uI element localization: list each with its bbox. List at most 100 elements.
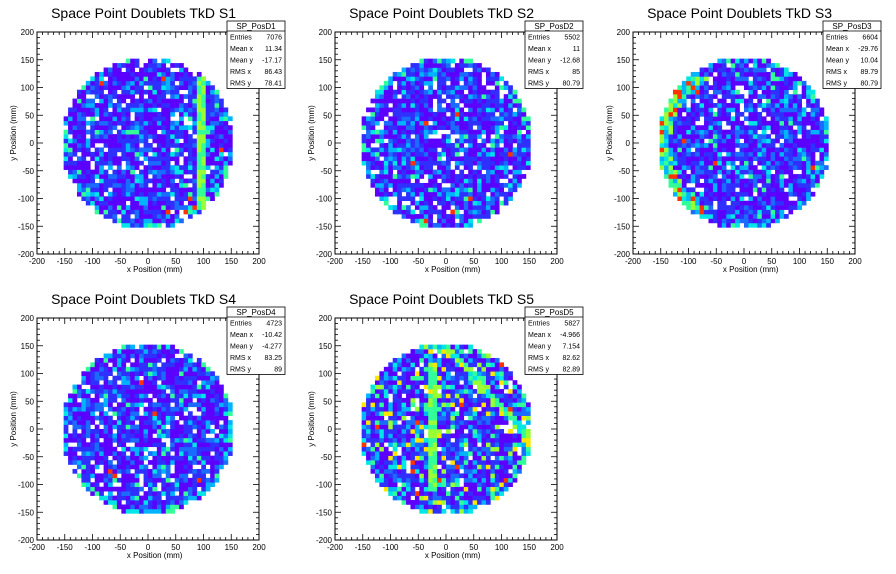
heatmap-cell bbox=[165, 344, 171, 350]
heatmap-cell bbox=[165, 468, 171, 474]
heatmap-cell bbox=[446, 222, 451, 228]
heatmap-cell bbox=[156, 205, 162, 210]
heatmap-cell bbox=[797, 191, 803, 197]
heatmap-cell bbox=[717, 98, 723, 104]
heatmap-cell bbox=[761, 138, 767, 144]
heatmap-cell bbox=[201, 191, 207, 197]
heatmap-cell bbox=[712, 178, 718, 184]
heatmap-cell bbox=[463, 218, 469, 224]
heatmap-cell bbox=[735, 76, 740, 82]
heatmap-cell bbox=[699, 182, 705, 188]
heatmap-cell bbox=[788, 147, 794, 153]
heatmap-cell bbox=[68, 420, 73, 425]
heatmap-cell bbox=[437, 143, 442, 148]
heatmap-cell bbox=[161, 371, 167, 377]
heatmap-cell bbox=[165, 191, 171, 197]
heatmap-cell bbox=[788, 200, 794, 206]
heatmap-cell bbox=[757, 205, 763, 210]
heatmap-cell bbox=[103, 174, 109, 179]
heatmap-cell bbox=[748, 182, 754, 188]
heatmap-cell bbox=[196, 491, 202, 496]
heatmap-cell bbox=[397, 151, 402, 157]
heatmap-cell bbox=[775, 129, 780, 135]
heatmap-cell bbox=[810, 125, 816, 130]
heatmap-cell bbox=[174, 147, 180, 153]
heatmap-cells bbox=[659, 58, 829, 228]
heatmap-cell bbox=[512, 169, 518, 175]
heatmap-cell bbox=[379, 178, 385, 184]
heatmap-cell bbox=[410, 143, 416, 148]
heatmap-cell bbox=[815, 169, 820, 175]
heatmap-cell bbox=[481, 111, 487, 117]
heatmap-cells bbox=[361, 58, 531, 228]
heatmap-cell bbox=[187, 362, 193, 368]
heatmap-cell bbox=[383, 107, 389, 113]
heatmap-cell bbox=[139, 138, 144, 144]
heatmap-cell bbox=[712, 143, 718, 148]
heatmap-cell bbox=[63, 451, 69, 456]
heatmap-cell bbox=[116, 178, 122, 184]
heatmap-cell bbox=[752, 94, 758, 99]
heatmap-cell bbox=[183, 384, 189, 390]
heatmap-cell bbox=[677, 143, 683, 148]
heatmap-cell bbox=[183, 71, 189, 77]
heatmap-cell bbox=[370, 156, 376, 162]
heatmap-cell bbox=[116, 486, 122, 492]
heatmap-cell bbox=[397, 187, 402, 193]
heatmap-cell bbox=[437, 63, 442, 68]
heatmap-cell bbox=[156, 191, 162, 197]
heatmap-cell bbox=[481, 138, 487, 144]
heatmap-cell bbox=[459, 174, 465, 179]
heatmap-cell bbox=[463, 129, 469, 135]
heatmap-cell bbox=[677, 138, 683, 144]
heatmap-cell bbox=[664, 143, 669, 148]
heatmap-cell bbox=[134, 214, 140, 219]
heatmap-cell bbox=[401, 111, 407, 117]
heatmap-cell bbox=[686, 129, 692, 135]
heatmap-cell bbox=[672, 182, 678, 188]
heatmap-cell bbox=[779, 71, 785, 77]
heatmap-cell bbox=[730, 63, 736, 68]
heatmap-cell bbox=[170, 138, 175, 144]
heatmap-cell bbox=[90, 89, 96, 95]
heatmap-cell bbox=[521, 160, 527, 166]
heatmap-cell bbox=[735, 103, 740, 108]
heatmap-cell bbox=[721, 103, 727, 108]
heatmap-cell bbox=[748, 143, 754, 148]
heatmap-cell bbox=[463, 182, 469, 188]
heatmap-cell bbox=[819, 138, 825, 144]
heatmap-cell bbox=[196, 433, 202, 439]
heatmap-cell bbox=[468, 85, 473, 91]
heatmap-cell bbox=[681, 80, 687, 86]
heatmap-cell bbox=[788, 138, 794, 144]
heatmap-cell bbox=[797, 178, 803, 184]
x-tick-label: 50 bbox=[469, 257, 478, 266]
heatmap-cell bbox=[797, 160, 803, 166]
heatmap-cell bbox=[446, 94, 451, 99]
heatmap-cell bbox=[414, 63, 420, 68]
heatmap-cell bbox=[690, 174, 696, 179]
heatmap-cell bbox=[121, 402, 127, 408]
heatmap-cell bbox=[468, 156, 473, 162]
heatmap-cell bbox=[214, 411, 220, 416]
heatmap-cell bbox=[170, 415, 175, 421]
heatmap-cell bbox=[414, 125, 420, 130]
heatmap-cell bbox=[210, 125, 215, 130]
heatmap-cell bbox=[201, 446, 207, 452]
heatmap-cell bbox=[125, 160, 131, 166]
heatmap-cell bbox=[503, 85, 509, 91]
heatmap-cell bbox=[490, 151, 496, 157]
heatmap-cell bbox=[801, 182, 807, 188]
heatmap-cell bbox=[112, 357, 118, 363]
heatmap-cell bbox=[94, 415, 100, 421]
x-tick-label: 150 bbox=[821, 257, 835, 266]
heatmap-cell bbox=[392, 71, 398, 77]
heatmap-cell bbox=[494, 98, 500, 104]
heatmap-cell bbox=[165, 111, 171, 117]
heatmap-cell bbox=[726, 71, 731, 77]
heatmap-cell bbox=[361, 160, 367, 166]
heatmap-cell bbox=[134, 160, 140, 166]
heatmap-cell bbox=[152, 116, 158, 122]
heatmap-cell bbox=[187, 205, 193, 210]
heatmap-cell bbox=[152, 375, 158, 381]
